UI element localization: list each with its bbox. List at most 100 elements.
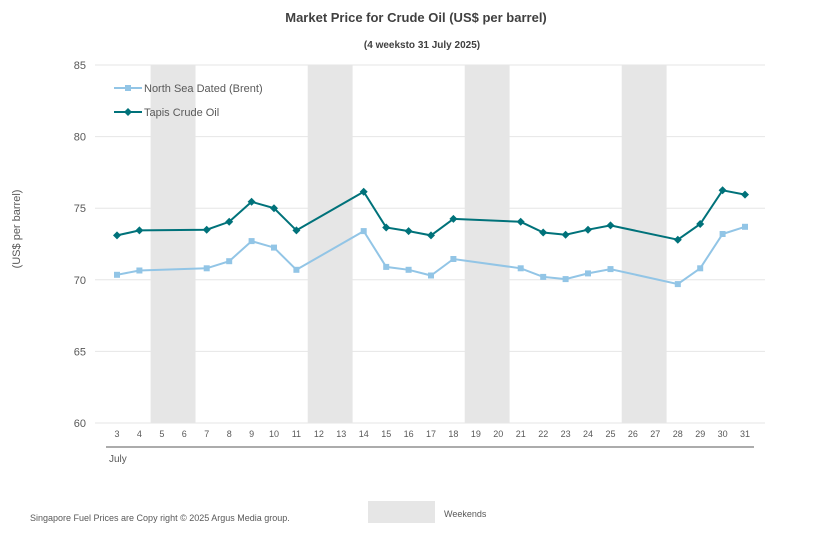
- x-tick-label: 19: [471, 429, 481, 439]
- data-point: [203, 265, 210, 272]
- data-point: [673, 235, 682, 244]
- data-point: [247, 197, 256, 206]
- x-tick-label: 3: [114, 429, 119, 439]
- x-tick-label: 12: [314, 429, 324, 439]
- legend-label: Tapis Crude Oil: [144, 107, 219, 119]
- data-point: [719, 231, 726, 237]
- data-point: [427, 231, 435, 240]
- chart-subtitle: (4 weeksto 31 July 2025): [364, 40, 480, 51]
- data-point: [674, 281, 681, 288]
- x-tick-label: 13: [336, 429, 346, 439]
- data-point: [293, 266, 300, 273]
- weekend-band: [621, 65, 667, 423]
- data-point: [741, 190, 749, 199]
- data-point: [585, 270, 591, 277]
- data-point: [383, 263, 390, 270]
- x-tick-label: 26: [628, 429, 638, 439]
- x-tick-label: 4: [137, 429, 142, 439]
- y-tick-label: 70: [74, 275, 86, 287]
- x-tick-label: 10: [269, 429, 279, 439]
- x-tick-label: 15: [381, 429, 391, 439]
- weekend-band: [150, 65, 196, 423]
- weekend-band: [307, 65, 353, 423]
- x-tick-label: 8: [227, 429, 232, 439]
- data-point: [742, 223, 748, 230]
- x-tick-label: 21: [516, 429, 526, 439]
- weekends-legend-swatch: [368, 501, 435, 523]
- y-axis-label: (US$ per barrel): [11, 190, 23, 269]
- series-tapis: [113, 186, 749, 244]
- x-tick-label: 25: [605, 429, 615, 439]
- y-tick-label: 60: [74, 418, 86, 430]
- weekend-band: [464, 65, 510, 423]
- x-tick-label: 18: [448, 429, 458, 439]
- x-tick-label: 9: [249, 429, 254, 439]
- weekends-legend-label: Weekends: [444, 509, 487, 519]
- data-point: [584, 225, 592, 234]
- gridlines: [95, 64, 765, 424]
- data-point: [697, 265, 704, 272]
- x-tick-label: 20: [493, 429, 503, 439]
- series: [113, 186, 749, 288]
- data-point: [271, 244, 277, 251]
- x-tick-label: 27: [650, 429, 660, 439]
- x-tick-label: 11: [292, 429, 301, 439]
- y-tick-label: 65: [74, 346, 86, 358]
- data-point: [270, 204, 278, 213]
- chart-title: Market Price for Crude Oil (US$ per barr…: [285, 10, 547, 25]
- data-point: [606, 221, 615, 230]
- data-point: [202, 225, 211, 234]
- data-point: [113, 231, 121, 240]
- x-tick-label: 14: [359, 429, 369, 439]
- data-point: [382, 223, 391, 232]
- data-point: [696, 220, 705, 228]
- data-point: [135, 226, 144, 235]
- data-point: [607, 266, 614, 273]
- data-point: [359, 187, 368, 196]
- copyright-footer: Singapore Fuel Prices are Copy right © 2…: [30, 513, 290, 523]
- x-tick-label: 7: [204, 429, 209, 439]
- data-point: [449, 214, 458, 223]
- data-point: [136, 267, 143, 274]
- data-point: [248, 238, 255, 245]
- y-tick-label: 75: [74, 203, 86, 215]
- x-tick-label: 5: [159, 429, 164, 439]
- data-point: [517, 265, 524, 272]
- data-point: [718, 186, 727, 195]
- legend: North Sea Dated (Brent) Tapis Crude Oil: [114, 83, 263, 119]
- data-point: [428, 272, 434, 279]
- y-tick-label: 85: [74, 60, 86, 72]
- x-axis-month-label: July: [109, 454, 127, 465]
- legend-marker: [125, 85, 131, 91]
- y-tick-label: 80: [74, 132, 86, 144]
- legend-marker: [124, 108, 132, 116]
- x-tick-label: 16: [404, 429, 414, 439]
- data-point: [539, 228, 548, 237]
- x-tick-label: 22: [538, 429, 548, 439]
- legend-label: North Sea Dated (Brent): [144, 83, 263, 95]
- x-tick-label: 29: [695, 429, 705, 439]
- x-tick-label: 28: [673, 429, 683, 439]
- x-tick-label: 24: [583, 429, 593, 439]
- data-point: [360, 228, 367, 235]
- weekend-bands: [150, 65, 667, 423]
- data-point: [114, 271, 120, 278]
- series-brent: [114, 223, 748, 288]
- y-axis: 60 65 70 75 80 85: [74, 60, 86, 430]
- data-point: [516, 217, 525, 226]
- x-tick-label: 30: [718, 429, 728, 439]
- data-point: [226, 258, 233, 265]
- x-tick-label: 31: [740, 429, 750, 439]
- data-point: [540, 273, 547, 280]
- data-point: [562, 276, 569, 283]
- data-point: [450, 256, 457, 262]
- x-axis: 3 4 5 6 7 8 9 10 11 12 13 14 15 16 17 18 19 20 21 22 23 24 25 2…: [106, 429, 754, 448]
- data-point: [225, 217, 234, 226]
- data-point: [405, 266, 412, 273]
- data-point: [292, 226, 301, 235]
- x-tick-label: 6: [182, 429, 187, 439]
- data-point: [404, 227, 413, 236]
- x-tick-label: 23: [561, 429, 571, 439]
- data-point: [561, 230, 570, 239]
